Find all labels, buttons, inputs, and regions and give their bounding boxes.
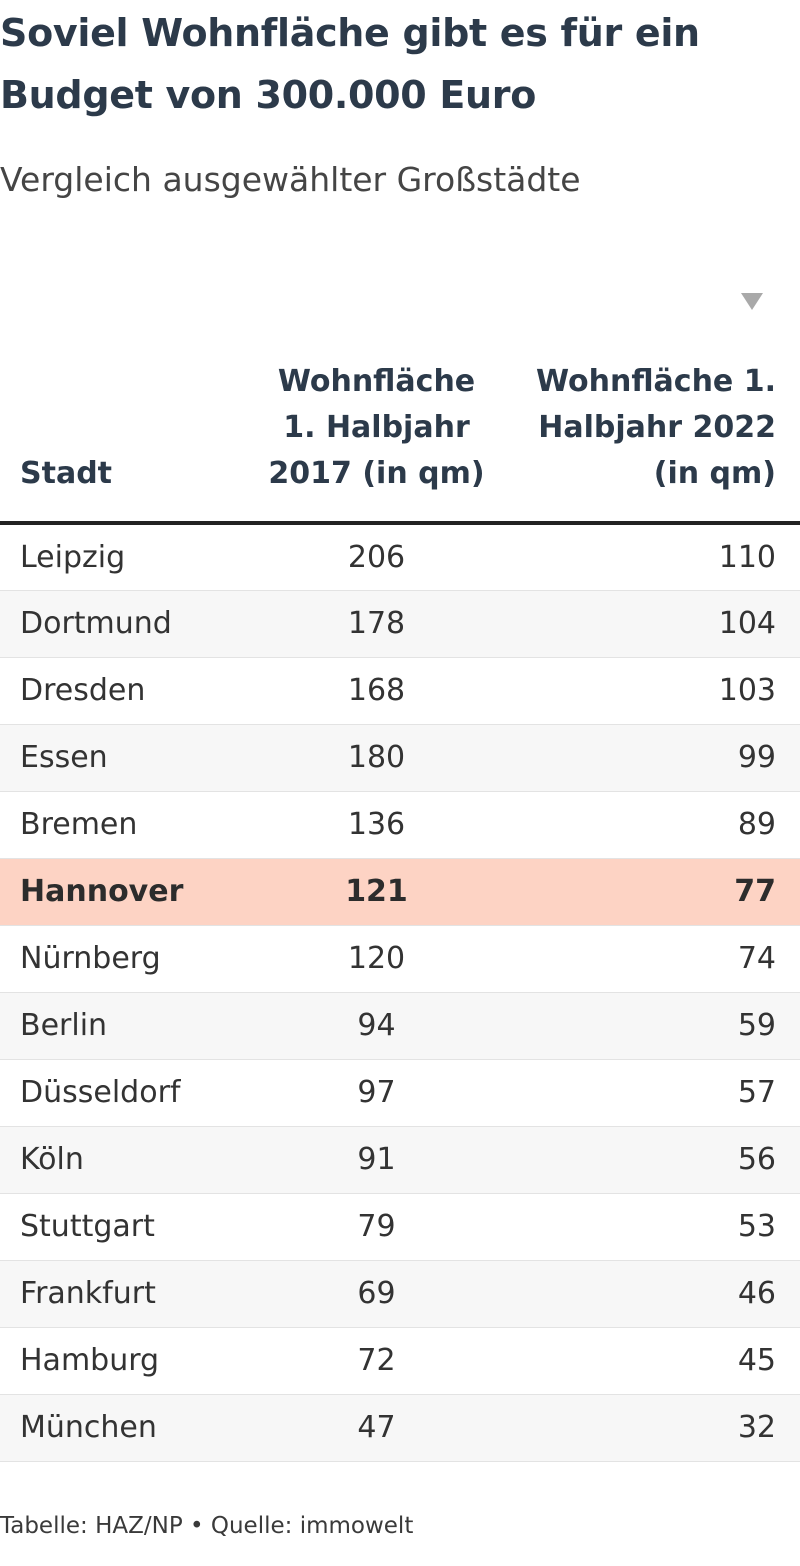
cell-2017: 120 xyxy=(265,925,488,993)
cell-2017: 206 xyxy=(265,523,488,591)
cell-2022: 89 xyxy=(488,791,800,859)
cell-2017: 178 xyxy=(265,590,488,658)
cell-city: München xyxy=(0,1394,265,1462)
cell-city: Essen xyxy=(0,724,265,792)
cell-2017: 168 xyxy=(265,657,488,725)
cell-2022: 56 xyxy=(488,1126,800,1194)
cell-city: Berlin xyxy=(0,992,265,1060)
column-header-2022-label: Wohnfläche 1. Halbjahr 2022 (in qm) xyxy=(535,364,776,491)
cell-2017: 136 xyxy=(265,791,488,859)
table-row: Hamburg 72 45 xyxy=(0,1327,800,1395)
column-header-2022[interactable]: Wohnfläche 1. Halbjahr 2022 (in qm) xyxy=(488,283,800,525)
cell-2022: 77 xyxy=(488,858,800,926)
table-row: Dresden 168 103 xyxy=(0,657,800,725)
table-body: Leipzig 206 110 Dortmund 178 104 Dresden 168 103… xyxy=(0,523,800,1462)
cell-2017: 69 xyxy=(265,1260,488,1328)
chart-subtitle: Vergleich ausgewählter Großstädte xyxy=(0,160,581,199)
table-row: München 47 32 xyxy=(0,1394,800,1462)
table-row: Bremen 136 89 xyxy=(0,791,800,859)
cell-city: Dortmund xyxy=(0,590,265,658)
cell-city: Stuttgart xyxy=(0,1193,265,1261)
cell-2022: 32 xyxy=(488,1394,800,1462)
table-row: Berlin 94 59 xyxy=(0,992,800,1060)
cell-2017: 47 xyxy=(265,1394,488,1462)
cell-2017: 91 xyxy=(265,1126,488,1194)
table-row: Köln 91 56 xyxy=(0,1126,800,1194)
cell-2022: 53 xyxy=(488,1193,800,1261)
table-row: Leipzig 206 110 xyxy=(0,523,800,591)
cell-2022: 110 xyxy=(488,523,800,591)
cell-2017: 79 xyxy=(265,1193,488,1261)
header-row: Stadt Wohnfläche 1. Halbjahr 2017 (in qm… xyxy=(0,283,800,525)
cell-city: Bremen xyxy=(0,791,265,859)
column-header-2017[interactable]: Wohnfläche 1. Halbjahr 2017 (in qm) xyxy=(265,283,488,525)
source-note: Tabelle: HAZ/NP • Quelle: immowelt xyxy=(0,1513,414,1539)
cell-2022: 45 xyxy=(488,1327,800,1395)
cell-2022: 104 xyxy=(488,590,800,658)
cell-city: Dresden xyxy=(0,657,265,725)
cell-2017: 121 xyxy=(265,858,488,926)
cell-city: Frankfurt xyxy=(0,1260,265,1328)
cell-city: Leipzig xyxy=(0,523,265,591)
table-row: Hannover 121 77 xyxy=(0,858,800,926)
cell-2017: 180 xyxy=(265,724,488,792)
cell-city: Düsseldorf xyxy=(0,1059,265,1127)
table-row: Stuttgart 79 53 xyxy=(0,1193,800,1261)
table-row: Dortmund 178 104 xyxy=(0,590,800,658)
table-header: Stadt Wohnfläche 1. Halbjahr 2017 (in qm… xyxy=(0,283,800,525)
cell-2017: 72 xyxy=(265,1327,488,1395)
cell-city: Nürnberg xyxy=(0,925,265,993)
cell-city: Hannover xyxy=(0,858,265,926)
cell-2022: 103 xyxy=(488,657,800,725)
cell-2022: 99 xyxy=(488,724,800,792)
cell-2022: 74 xyxy=(488,925,800,993)
table-row: Düsseldorf 97 57 xyxy=(0,1059,800,1127)
cell-2017: 97 xyxy=(265,1059,488,1127)
cell-2022: 57 xyxy=(488,1059,800,1127)
table-row: Frankfurt 69 46 xyxy=(0,1260,800,1328)
cell-city: Hamburg xyxy=(0,1327,265,1395)
table-row: Essen 180 99 xyxy=(0,724,800,792)
cell-2022: 46 xyxy=(488,1260,800,1328)
cell-2017: 94 xyxy=(265,992,488,1060)
cell-city: Köln xyxy=(0,1126,265,1194)
sort-descending-icon xyxy=(741,293,763,310)
column-header-city[interactable]: Stadt xyxy=(0,283,265,525)
cell-2022: 59 xyxy=(488,992,800,1060)
data-table: Stadt Wohnfläche 1. Halbjahr 2017 (in qm… xyxy=(0,283,800,1462)
chart-title: Soviel Wohnfläche gibt es für ein Budget… xyxy=(0,11,700,117)
table-row: Nürnberg 120 74 xyxy=(0,925,800,993)
